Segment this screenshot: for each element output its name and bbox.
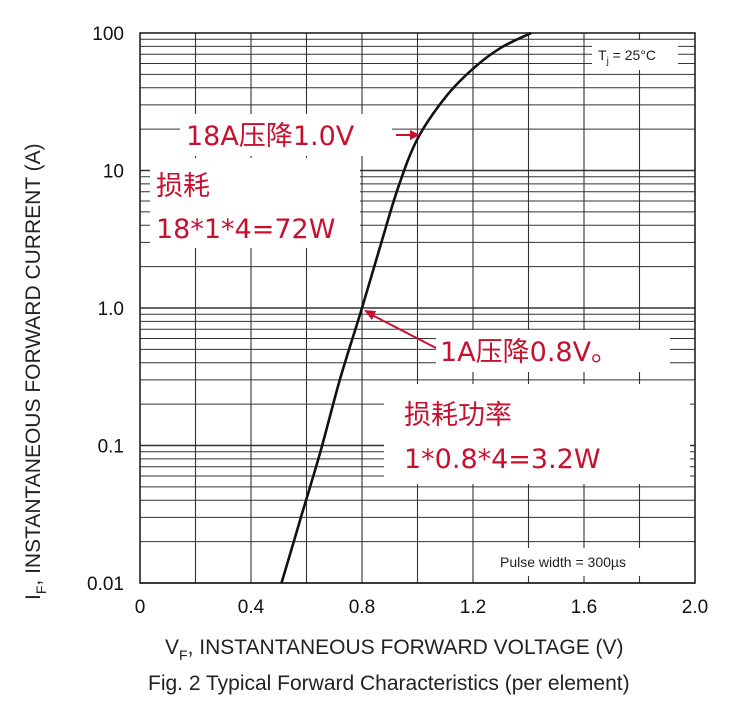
x-tick-label: 2.0 [682, 597, 708, 618]
annotation-18a: 18A压降1.0V [180, 114, 420, 156]
svg-text:Pulse width = 300µs: Pulse width = 300µs [500, 554, 626, 570]
x-tick-labels: 0 0.4 0.8 1.2 1.6 2.0 [135, 597, 709, 618]
annotation-1a-label: 1A压降0.8V。 [440, 337, 618, 368]
x-tick-label: 1.2 [460, 597, 486, 618]
x-tick-label: 0.4 [238, 597, 265, 618]
loss-note-18a: 损耗 18*1*4=72W [150, 158, 360, 248]
pulse-width-note: Pulse width = 300µs [493, 548, 673, 576]
loss-note-18a-line2: 18*1*4=72W [156, 214, 335, 245]
y-tick-labels: 0.01 0.1 1.0 10 100 [87, 24, 124, 595]
y-tick-label: 1.0 [98, 299, 124, 320]
figure-caption: Fig. 2 Typical Forward Characteristics (… [148, 672, 630, 695]
series-line-forward-characteristic [280, 31, 532, 584]
series-layer [280, 31, 532, 584]
y-tick-label: 0.01 [87, 574, 124, 595]
condition-label: Tj = 25°C [592, 40, 678, 70]
y-tick-label: 100 [92, 24, 124, 45]
annotation-1a: 1A压降0.8V。 [364, 310, 670, 372]
annotation-18a-label: 18A压降1.0V [186, 121, 355, 152]
x-axis-title: VF, INSTANTANEOUS FORWARD VOLTAGE (V) [165, 636, 624, 663]
loss-note-1a: 损耗功率 1*0.8*4=3.2W [384, 384, 690, 484]
x-tick-label: 0.8 [349, 597, 375, 618]
loss-note-1a-line1: 损耗功率 [404, 400, 512, 431]
y-tick-label: 10 [103, 162, 124, 183]
loss-note-1a-line2: 1*0.8*4=3.2W [404, 444, 601, 475]
loss-note-18a-line1: 损耗 [156, 171, 210, 202]
x-tick-label: 1.6 [571, 597, 597, 618]
plot-frame [139, 32, 696, 584]
y-tick-label: 0.1 [98, 437, 124, 458]
x-tick-label: 0 [135, 597, 146, 618]
svg-text:Tj = 25°C: Tj = 25°C [598, 47, 656, 67]
y-axis-title: IF, INSTANTANEOUS FORWARD CURRENT (A) [22, 143, 49, 600]
